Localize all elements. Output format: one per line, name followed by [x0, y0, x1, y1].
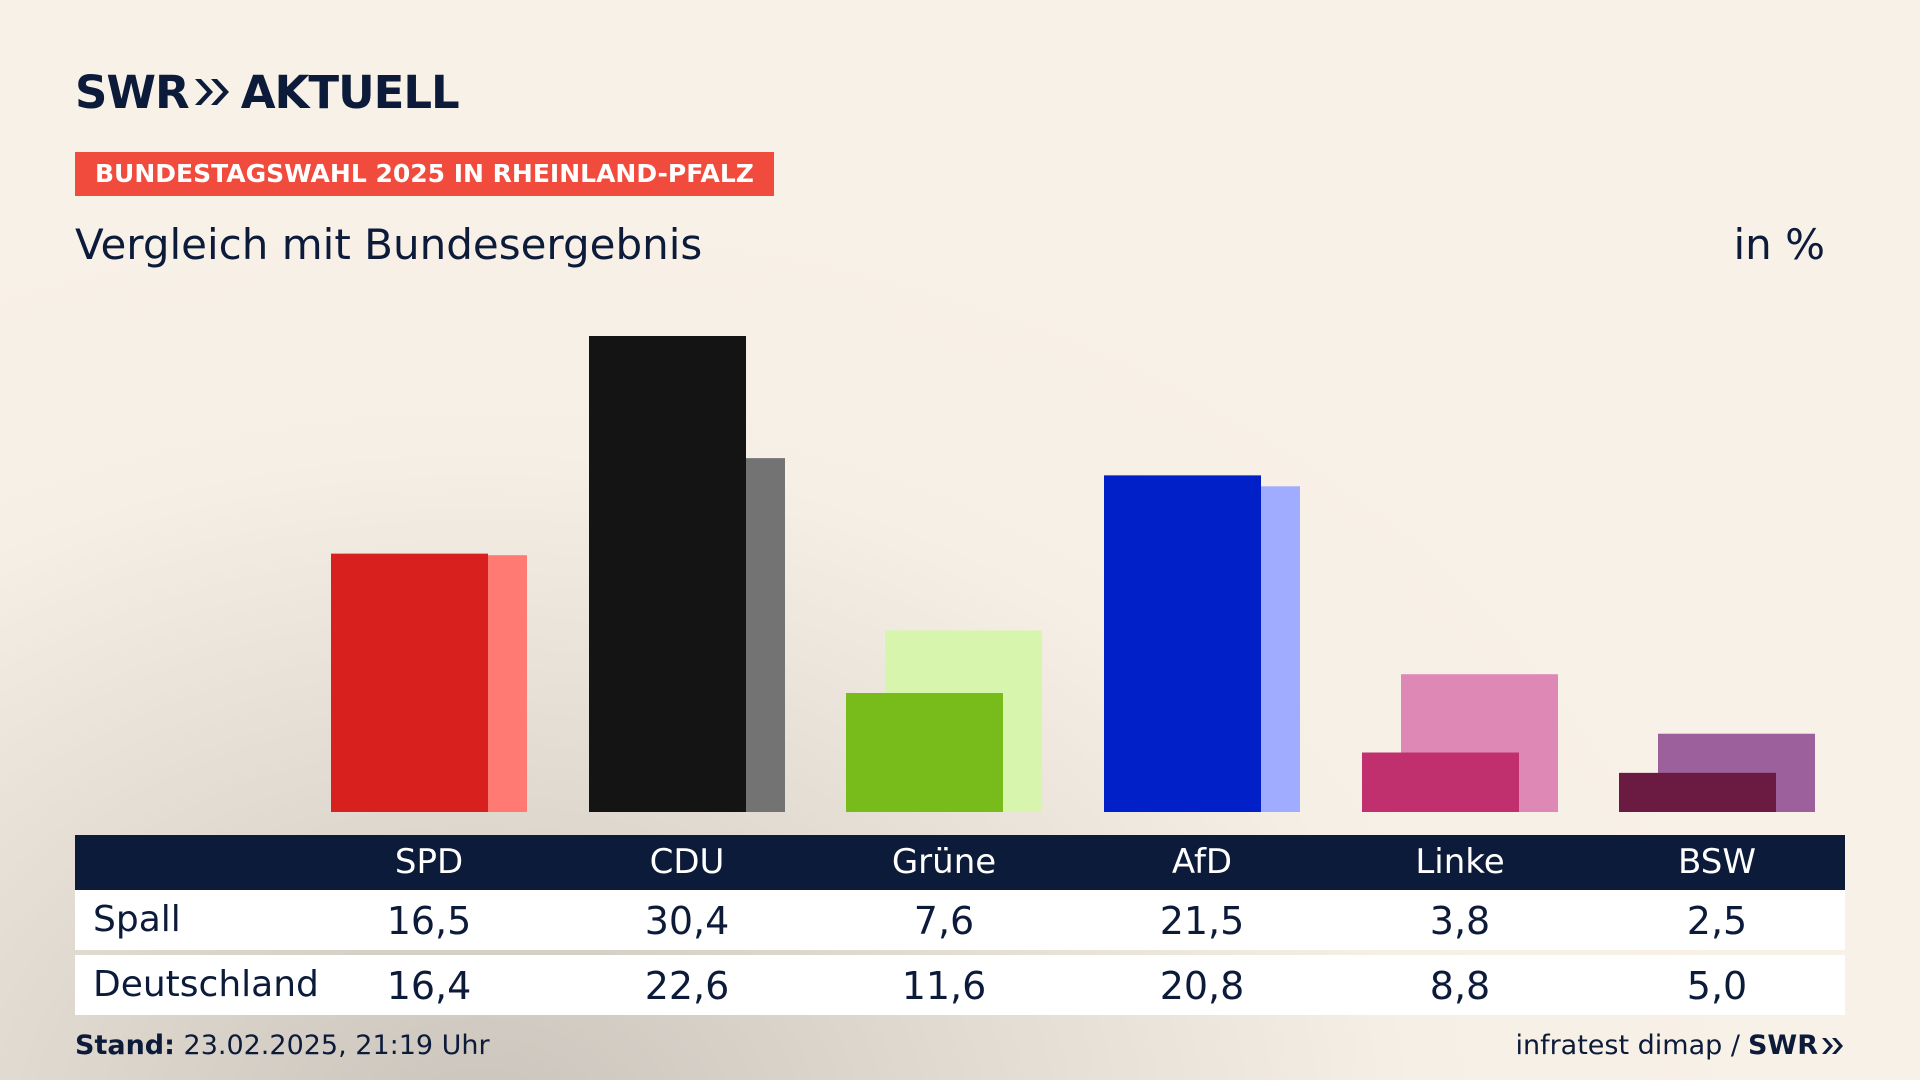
bar-cdu-spall	[589, 336, 746, 812]
table-row-deutschland: Deutschland 16,4 22,6 11,6 20,8 8,8 5,0	[75, 955, 1845, 1015]
table-cell: 8,8	[1429, 964, 1491, 1008]
header-cdu: CDU	[649, 842, 725, 882]
table-cell: 16,4	[386, 964, 472, 1008]
double-chevron-icon	[1822, 1037, 1843, 1054]
table-cell: 16,5	[386, 899, 472, 943]
table-cell: 30,4	[644, 899, 730, 943]
table-cell: 22,6	[644, 964, 730, 1008]
results-table: SPD CDU Grüne AfD Linke BSW Spall 16,5 30,4 7,6…	[75, 835, 1845, 1015]
bar-linke-spall	[1362, 752, 1519, 812]
header-grne: Grüne	[891, 842, 997, 882]
table-cell: 5,0	[1686, 964, 1748, 1008]
header-afd: AfD	[1171, 842, 1233, 882]
bar-chart	[331, 336, 1815, 812]
swr-small-logo-text: SWR	[1747, 1030, 1818, 1061]
table-cell: 11,6	[901, 964, 987, 1008]
bar-spd-spall	[331, 553, 488, 812]
logo-aktuell-text: AKTUELL	[240, 65, 460, 119]
table-cell: 2,5	[1686, 899, 1748, 943]
row-label: Deutschland	[93, 964, 319, 1005]
logo-swr-text: SWR	[75, 65, 190, 119]
table-row-spall: Spall 16,5 30,4 7,6 21,5 3,8 2,5	[75, 890, 1845, 950]
header-spd: SPD	[394, 842, 464, 882]
table-cell: 7,6	[913, 899, 975, 943]
swr-aktuell-logo: SWR AKTUELL	[75, 65, 460, 119]
table-cell: 20,8	[1159, 964, 1245, 1008]
row-label: Spall	[93, 899, 181, 940]
election-kicker-badge: BUNDESTAGSWAHL 2025 IN RHEINLAND-PFALZ	[75, 152, 774, 196]
chart-title: Vergleich mit Bundesergebnis	[75, 220, 703, 269]
header-linke: Linke	[1415, 842, 1505, 882]
table-header-row: SPD CDU Grüne AfD Linke BSW	[75, 835, 1845, 890]
table-cell: 21,5	[1159, 899, 1245, 943]
swr-small-logo: SWR	[1748, 1030, 1845, 1061]
unit-label: in %	[1733, 220, 1825, 269]
stand-label: Stand:	[75, 1030, 175, 1061]
timestamp-footer: Stand: 23.02.2025, 21:19 Uhr	[75, 1030, 490, 1061]
stand-value: 23.02.2025, 21:19 Uhr	[183, 1030, 490, 1061]
bar-grne-spall	[846, 693, 1003, 812]
double-chevron-icon	[194, 79, 229, 105]
source-text: infratest dimap /	[1515, 1030, 1740, 1061]
bar-afd-spall	[1104, 475, 1261, 812]
header-bsw: BSW	[1678, 842, 1756, 882]
bar-bsw-spall	[1619, 772, 1776, 812]
table-cell: 3,8	[1429, 899, 1491, 943]
source-footer: infratest dimap / SWR	[1515, 1030, 1845, 1061]
